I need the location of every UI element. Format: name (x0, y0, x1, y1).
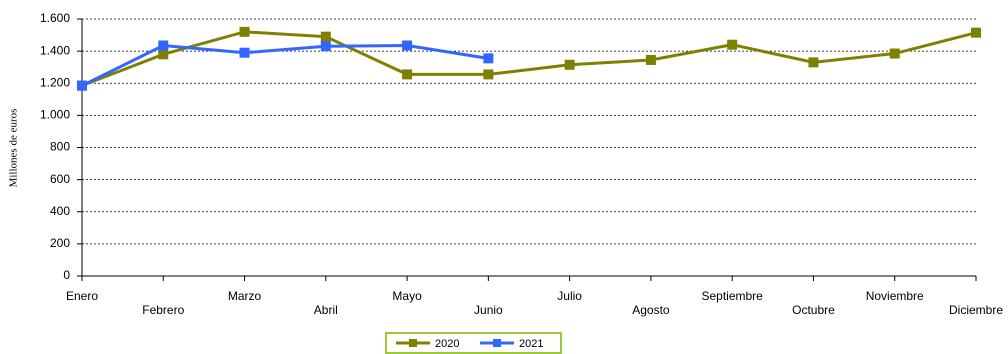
legend-box (385, 332, 562, 354)
marker (320, 41, 331, 52)
x-tick-label: Julio (557, 289, 582, 303)
marker (402, 69, 413, 80)
marker (158, 49, 169, 60)
y-tick-label: 1.600 (40, 11, 70, 25)
y-tick-label: 0 (63, 268, 70, 282)
legend-marker (409, 339, 417, 347)
x-tick-label: Mayo (392, 289, 422, 303)
y-tick-label: 1.000 (40, 108, 70, 122)
marker (77, 80, 87, 91)
marker (645, 54, 656, 65)
y-tick-label: 200 (50, 236, 70, 250)
marker (971, 27, 981, 38)
y-tick-label: 1.200 (40, 75, 70, 89)
marker (727, 39, 738, 50)
marker (808, 57, 819, 68)
marker (320, 31, 331, 42)
x-tick-label: Octubre (792, 303, 835, 317)
marker (239, 47, 250, 58)
line (81, 43, 489, 88)
y-tick-label: 600 (50, 172, 70, 186)
y-axis-label: Millones de euros (8, 109, 20, 188)
legend-label: 2021 (519, 338, 543, 350)
marker (239, 26, 250, 37)
x-tick-label: Febrero (142, 303, 184, 317)
x-tick-label: Agosto (632, 303, 670, 317)
marker (483, 53, 494, 64)
legend-marker (493, 339, 501, 347)
line (81, 30, 977, 88)
x-tick-label: Enero (66, 289, 98, 303)
marker (889, 48, 900, 59)
x-tick-label: Noviembre (866, 289, 924, 303)
y-tick-label: 1.400 (40, 43, 70, 57)
x-tick-label: Septiembre (701, 289, 763, 303)
x-tick-label: Abril (314, 303, 338, 317)
marker (158, 40, 169, 51)
marker (402, 40, 413, 51)
x-tick-label: Junio (474, 303, 503, 317)
marker (564, 59, 575, 70)
x-tick-label: Marzo (228, 289, 262, 303)
y-tick-label: 400 (50, 204, 70, 218)
legend-label: 2020 (435, 338, 459, 350)
marker (483, 69, 494, 80)
x-tick-label: Diciembre (949, 303, 1003, 317)
y-tick-label: 800 (50, 140, 70, 154)
